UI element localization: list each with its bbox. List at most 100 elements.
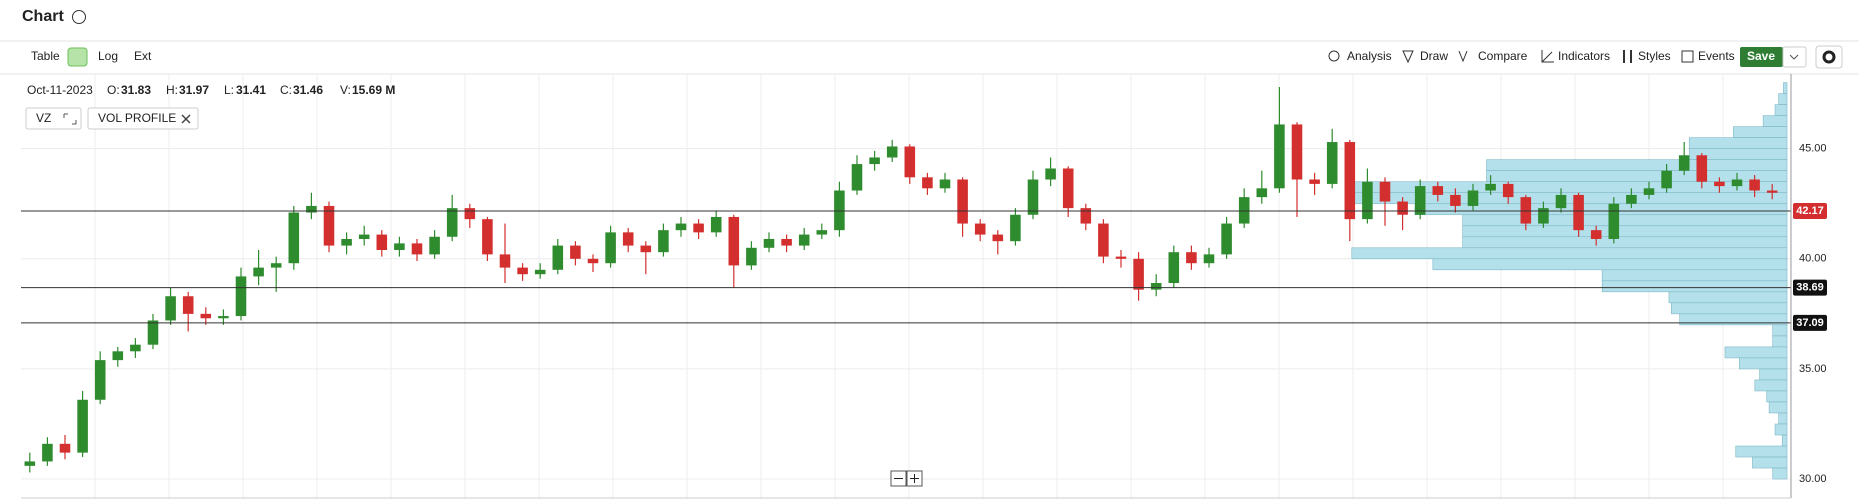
volume-profile-bar <box>1351 247 1788 260</box>
candle-body <box>499 254 511 268</box>
candle-body <box>1467 190 1479 206</box>
toolbar-button[interactable]: Compare <box>1478 49 1528 63</box>
candle-body <box>200 313 212 319</box>
candle-body <box>1485 183 1496 191</box>
candle-body <box>622 232 634 246</box>
save-dropdown[interactable] <box>1782 46 1807 68</box>
volume-profile-bar <box>1772 324 1788 337</box>
level-tag <box>1793 279 1827 296</box>
candle-body <box>429 236 440 255</box>
candle-body <box>182 296 194 314</box>
candle-body <box>1256 188 1268 198</box>
candle-body <box>1555 194 1567 209</box>
quote-label: O: <box>107 83 120 97</box>
y-tick-label: 30.00 <box>1799 473 1827 485</box>
candle-body <box>1326 142 1338 184</box>
candle-body <box>77 399 88 453</box>
candle-body <box>1696 155 1708 182</box>
candle-body <box>1520 197 1532 224</box>
volume-profile-bar <box>1486 159 1788 171</box>
remove-study[interactable] <box>181 114 191 124</box>
volume-profile-bar <box>1762 115 1788 127</box>
candle-body <box>640 245 652 253</box>
events-icon <box>1681 50 1694 63</box>
candle-body <box>904 146 916 178</box>
info-icon[interactable] <box>72 10 86 24</box>
candle-body <box>1098 223 1109 257</box>
toolbar-button[interactable]: Analysis <box>1347 49 1392 63</box>
candle-body <box>358 234 370 239</box>
candle-body <box>534 269 546 275</box>
volume-profile-bar <box>1759 368 1788 381</box>
toolbar-button[interactable]: Draw <box>1420 49 1448 63</box>
draw-icon <box>1402 50 1414 64</box>
settings-button[interactable] <box>1815 45 1843 69</box>
candle-body <box>1344 142 1356 220</box>
level-label: 37.09 <box>1796 317 1824 329</box>
study-chip[interactable] <box>87 107 199 130</box>
candle-body <box>869 157 880 165</box>
volume-profile-bar <box>1754 379 1788 392</box>
candle-body <box>1678 155 1690 171</box>
candle-body <box>886 146 898 158</box>
expand-icon[interactable] <box>63 113 77 125</box>
candle-body <box>1590 230 1602 239</box>
candle-body <box>746 247 757 266</box>
quote-label: C: <box>280 83 292 97</box>
volume-profile-bar <box>1668 291 1788 304</box>
candle-body <box>1362 181 1373 220</box>
toolbar-button[interactable]: Ext <box>134 49 152 63</box>
compare-icon <box>1458 50 1468 63</box>
candle-body <box>1309 179 1320 184</box>
study-name: VOL PROFILE <box>98 111 176 125</box>
candle-body <box>517 267 528 275</box>
level-label: 38.69 <box>1796 282 1824 294</box>
toolbar-button[interactable]: Indicators <box>1558 49 1610 63</box>
candle-body <box>1643 188 1655 195</box>
candle-body <box>1766 190 1778 193</box>
quote-label: L: <box>224 83 234 97</box>
symbol-chip[interactable] <box>25 107 82 130</box>
candle-body <box>94 360 106 400</box>
quote-value: 31.41 <box>236 83 266 97</box>
candle-body <box>112 351 124 361</box>
candle-body <box>1661 170 1672 189</box>
candle-body <box>816 230 828 235</box>
volume-profile-bar <box>1462 236 1788 249</box>
toolbar-button[interactable]: Table <box>31 49 60 63</box>
quote-date: Oct-11-2023 <box>27 83 93 97</box>
candle-body <box>605 232 616 264</box>
volume-profile-bar <box>1781 434 1788 447</box>
volume-profile-bar <box>1766 390 1788 403</box>
volume-profile-bar <box>1462 214 1788 227</box>
toolbar-button[interactable]: Styles <box>1638 49 1671 63</box>
candle-body <box>376 234 388 250</box>
candle-body <box>165 296 176 321</box>
candle-body <box>570 245 581 259</box>
candle-body <box>1538 208 1549 224</box>
candle-body <box>1502 183 1514 198</box>
toolbar-button[interactable]: Log <box>98 49 118 63</box>
y-tick-label: 40.00 <box>1799 253 1827 265</box>
plus-icon <box>910 474 919 483</box>
candle-body <box>1432 186 1444 195</box>
candle-body <box>1221 223 1232 255</box>
quote-label: H: <box>166 83 178 97</box>
candle-body <box>693 223 704 233</box>
toolbar-button[interactable]: Events <box>1698 49 1735 63</box>
crosshair-button[interactable] <box>67 47 88 67</box>
candle-body <box>1150 283 1162 290</box>
save-button[interactable] <box>1740 47 1783 67</box>
candle-body <box>763 238 775 248</box>
candle-body <box>1274 124 1285 189</box>
volume-profile-bar <box>1601 280 1788 293</box>
candle-body <box>446 208 458 237</box>
candle-body <box>552 245 564 270</box>
volume-profile-bar <box>1688 137 1788 149</box>
volume-profile-bar <box>1778 412 1788 425</box>
quote-value: 15.69 M <box>352 83 395 97</box>
candle-body <box>1397 201 1408 215</box>
candle-body <box>235 276 247 317</box>
candle-body <box>939 179 951 189</box>
